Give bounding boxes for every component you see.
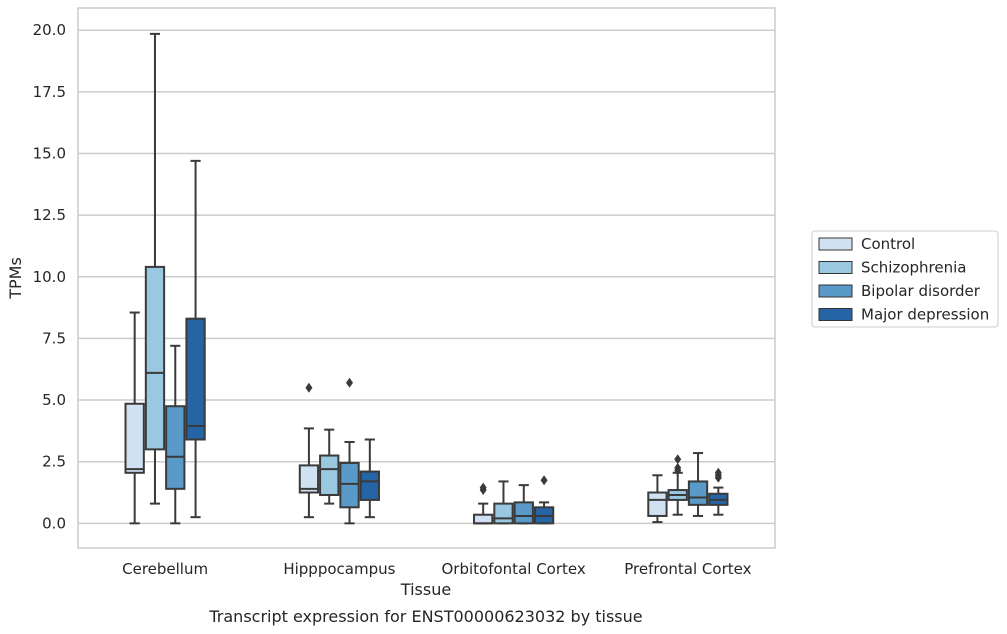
box-iqr [319, 454, 340, 496]
legend-label: Bipolar disorder [861, 282, 981, 300]
box-iqr [493, 502, 514, 525]
y-tick-label: 20.0 [33, 21, 66, 39]
y-tick-label: 17.5 [33, 83, 66, 101]
box-control [473, 482, 494, 525]
y-tick-label: 5.0 [42, 391, 66, 409]
box-bipolar-disorder [513, 484, 534, 525]
box-major-depression [533, 475, 555, 525]
legend-swatch [818, 261, 853, 274]
x-tick-label: Hipppocampus [283, 560, 395, 578]
legend-label: Major depression [861, 306, 989, 324]
box-iqr [687, 480, 709, 506]
x-axis-ticks: Cerebellum Hipppocampus Orbitofontal Corte… [122, 560, 751, 578]
legend: Control Schizophrenia Bipolar disorder Majo… [811, 230, 999, 328]
box-schizophrenia [493, 480, 514, 525]
y-tick-label: 2.5 [42, 453, 66, 471]
box-bipolar-disorder [339, 377, 360, 525]
box-bipolar-disorder [687, 452, 709, 517]
box-iqr [339, 461, 360, 509]
x-tick-label: Cerebellum [122, 560, 208, 578]
box-iqr [359, 470, 380, 501]
y-tick-label: 7.5 [42, 329, 66, 347]
box-bipolar-disorder [165, 344, 186, 525]
box-iqr [124, 402, 145, 474]
outlier-point [674, 454, 682, 465]
legend-label: Schizophrenia [861, 259, 966, 277]
box-series [124, 32, 729, 525]
outlier-point [479, 482, 487, 493]
box-iqr [144, 265, 166, 451]
box-schizophrenia [319, 428, 340, 505]
x-tick-label: Orbitofontal Cortex [442, 560, 586, 578]
box-major-depression [708, 467, 729, 516]
legend-swatch [818, 308, 853, 321]
box-major-depression [185, 159, 206, 519]
y-tick-label: 15.0 [33, 144, 66, 162]
box-major-depression [359, 438, 380, 519]
legend-swatch [818, 284, 853, 298]
y-tick-label: 0.0 [42, 514, 66, 532]
x-tick-label: Prefrontal Cortex [624, 560, 751, 578]
box-iqr [298, 464, 320, 494]
legend-label: Control [861, 235, 915, 253]
box-iqr [473, 513, 494, 525]
chart-caption: Transcript expression for ENST0000062303… [208, 607, 642, 626]
box-schizophrenia [144, 32, 166, 505]
x-axis-label: Tissue [400, 580, 451, 599]
box-schizophrenia [667, 454, 688, 516]
box-iqr [165, 405, 186, 490]
box-control [298, 382, 320, 519]
box-iqr [513, 501, 534, 525]
y-axis-label: TPMs [6, 257, 25, 300]
legend-frame [811, 230, 999, 328]
y-tick-label: 10.0 [33, 268, 66, 286]
y-axis-ticks: 0.0 2.5 5.0 7.5 10.0 12.5 15.0 17.5 20.0 [33, 21, 66, 532]
box-control [124, 311, 145, 525]
outlier-point [540, 475, 548, 486]
legend-swatch [818, 237, 853, 251]
outlier-point [674, 462, 682, 473]
y-tick-label: 12.5 [33, 206, 66, 224]
box-iqr [185, 317, 206, 441]
outlier-point [305, 382, 313, 393]
box-iqr [647, 491, 668, 517]
outlier-point [346, 377, 354, 388]
outlier-point [714, 467, 722, 478]
box-control [647, 474, 668, 524]
plot-frame [77, 7, 776, 549]
